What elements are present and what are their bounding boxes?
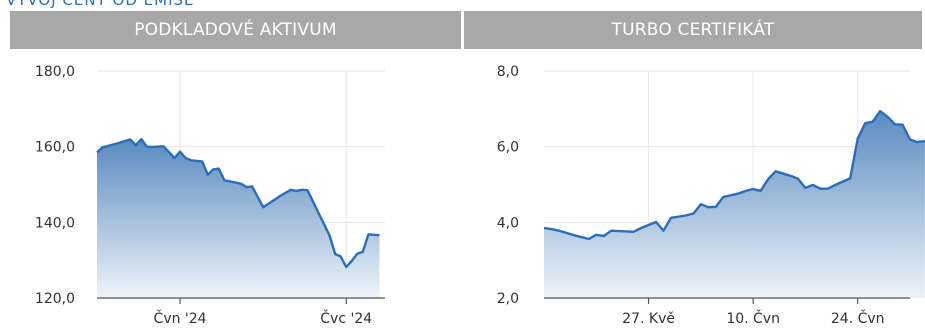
y-tick-label: 4,0 — [497, 215, 519, 231]
y-tick-label: 160,0 — [35, 140, 75, 156]
y-tick-label: 8,0 — [497, 64, 519, 80]
panel-header-certificate: TURBO CERTIFIKÁT — [464, 11, 922, 49]
y-tick-label: 140,0 — [35, 215, 75, 231]
x-tick-label: Čvn '24 — [154, 309, 207, 327]
x-tick-label: 27. Kvě — [622, 311, 675, 327]
y-tick-label: 120,0 — [35, 291, 75, 307]
series-area — [544, 111, 925, 298]
y-tick-label: 6,0 — [497, 140, 519, 156]
series-line — [96, 137, 380, 269]
x-tick-label: 10. Čvn — [726, 309, 780, 327]
chart-certificate: 8,0 6,0 4,0 2,0 27. Kvě 10. Čvn 24. Čvn — [497, 64, 925, 327]
panel-header-underlying: PODKLADOVÉ AKTIVUM — [10, 11, 461, 49]
x-tick-label: 24. Čvn — [831, 309, 885, 327]
chart-underlying: 180,0 160,0 140,0 120,0 Čvn '24 Čvc '24 — [35, 64, 385, 327]
y-tick-label: 180,0 — [35, 64, 75, 80]
series-line — [543, 109, 925, 241]
page-title: VÝVOJ CENY OD EMISE — [6, 0, 195, 9]
series-area — [97, 139, 380, 298]
x-tick-label: Čvc '24 — [320, 309, 372, 327]
y-tick-label: 2,0 — [497, 291, 519, 307]
